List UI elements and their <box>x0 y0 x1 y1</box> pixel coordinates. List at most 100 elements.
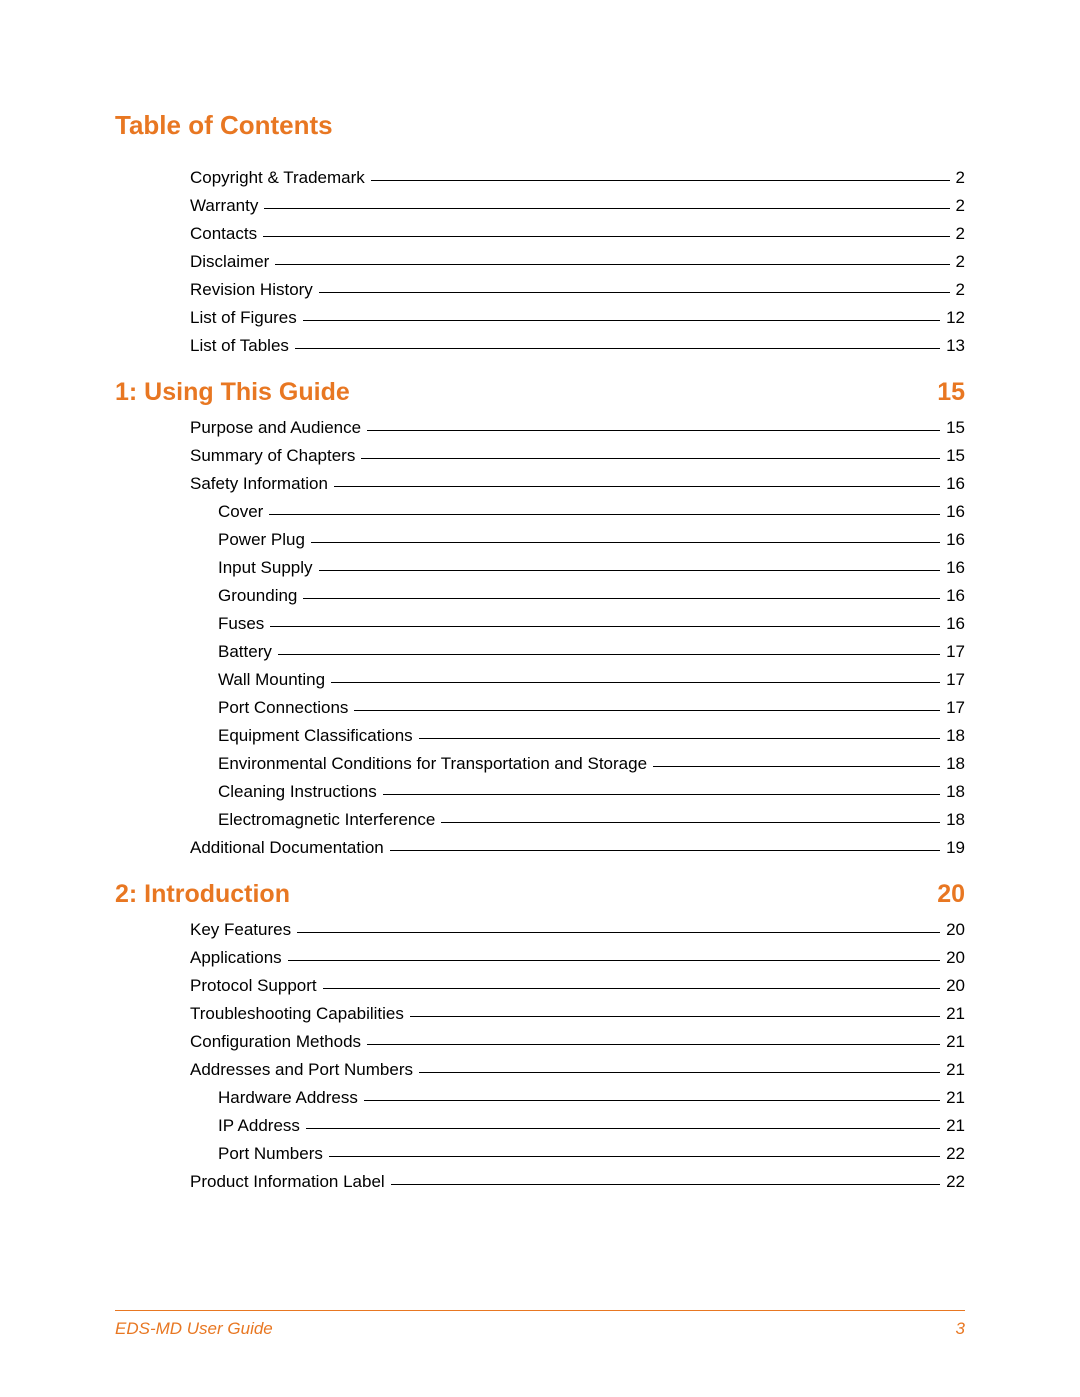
toc-entry-label: Summary of Chapters <box>190 447 359 464</box>
toc-entry-page: 16 <box>942 531 965 548</box>
toc-entry-label: List of Figures <box>190 309 301 326</box>
toc-leader-line <box>270 626 940 627</box>
toc-leader-line <box>419 738 940 739</box>
toc-leader-line <box>329 1156 940 1157</box>
toc-entry-label: Wall Mounting <box>218 671 329 688</box>
toc-entry-page: 20 <box>942 977 965 994</box>
toc-entry-label: Warranty <box>190 197 262 214</box>
toc-entry[interactable]: Wall Mounting 17 <box>190 671 965 688</box>
page-footer: EDS-MD User Guide 3 <box>115 1310 965 1339</box>
toc-leader-line <box>297 932 940 933</box>
toc-entry-label: Disclaimer <box>190 253 273 270</box>
toc-entry[interactable]: IP Address21 <box>190 1117 965 1134</box>
toc-entry-page: 17 <box>942 671 965 688</box>
toc-entry[interactable]: Environmental Conditions for Transportat… <box>190 755 965 772</box>
toc-leader-line <box>364 1100 940 1101</box>
toc-entry-page: 16 <box>942 475 965 492</box>
toc-leader-line <box>323 988 940 989</box>
toc-entry-label: Input Supply <box>218 559 317 576</box>
toc-entry-page: 21 <box>942 1005 965 1022</box>
toc-entry-label: Cover <box>218 503 267 520</box>
toc-entry[interactable]: Troubleshooting Capabilities 21 <box>190 1005 965 1022</box>
chapter-heading[interactable]: 2: Introduction 20 <box>115 880 965 909</box>
toc-entry-page: 18 <box>942 727 965 744</box>
toc-entry[interactable]: Cover 16 <box>190 503 965 520</box>
chapter-page: 15 <box>937 378 965 407</box>
toc-leader-line <box>371 180 950 181</box>
chapter-page: 20 <box>937 880 965 909</box>
toc-entry[interactable]: Contacts2 <box>190 225 965 242</box>
toc-entry-page: 20 <box>942 949 965 966</box>
chapter-heading[interactable]: 1: Using This Guide15 <box>115 378 965 407</box>
toc-entry[interactable]: Purpose and Audience15 <box>190 419 965 436</box>
toc-entry[interactable]: Configuration Methods21 <box>190 1033 965 1050</box>
toc-entry-page: 18 <box>942 811 965 828</box>
toc-entry-page: 22 <box>942 1173 965 1190</box>
toc-entry-label: Addresses and Port Numbers <box>190 1061 417 1078</box>
toc-entry[interactable]: Port Connections17 <box>190 699 965 716</box>
toc-entry[interactable]: List of Tables13 <box>190 337 965 354</box>
toc-entry-label: Additional Documentation <box>190 839 388 856</box>
toc-entry-page: 2 <box>952 197 965 214</box>
toc-entry-label: Revision History <box>190 281 317 298</box>
toc-entry-label: Configuration Methods <box>190 1033 365 1050</box>
toc-entry[interactable]: Warranty 2 <box>190 197 965 214</box>
toc-entry-page: 15 <box>942 419 965 436</box>
toc-entry[interactable]: Grounding16 <box>190 587 965 604</box>
toc-entry-label: Troubleshooting Capabilities <box>190 1005 408 1022</box>
toc-entry[interactable]: Equipment Classifications 18 <box>190 727 965 744</box>
toc-entry-label: Equipment Classifications <box>218 727 417 744</box>
toc-entry-label: Protocol Support <box>190 977 321 994</box>
toc-entry[interactable]: Cleaning Instructions18 <box>190 783 965 800</box>
toc-entry[interactable]: Battery 17 <box>190 643 965 660</box>
toc-entry[interactable]: Electromagnetic Interference18 <box>190 811 965 828</box>
toc-entry-page: 2 <box>952 169 965 186</box>
front-matter-section: Copyright & Trademark2 Warranty 2 Contacts2… <box>190 169 965 354</box>
toc-entry-label: Fuses <box>218 615 268 632</box>
toc-leader-line <box>295 348 940 349</box>
toc-entry[interactable]: Port Numbers22 <box>190 1145 965 1162</box>
toc-leader-line <box>319 292 950 293</box>
toc-leader-line <box>367 430 940 431</box>
toc-leader-line <box>419 1072 940 1073</box>
toc-entry-page: 16 <box>942 503 965 520</box>
toc-leader-line <box>361 458 940 459</box>
toc-entry[interactable]: Input Supply16 <box>190 559 965 576</box>
toc-entry[interactable]: Revision History2 <box>190 281 965 298</box>
toc-entry[interactable]: Power Plug16 <box>190 531 965 548</box>
toc-entry[interactable]: Addresses and Port Numbers21 <box>190 1061 965 1078</box>
toc-entry[interactable]: List of Figures12 <box>190 309 965 326</box>
toc-entry[interactable]: Product Information Label22 <box>190 1173 965 1190</box>
toc-entry[interactable]: Applications20 <box>190 949 965 966</box>
toc-entry[interactable]: Fuses 16 <box>190 615 965 632</box>
toc-entry-page: 16 <box>942 615 965 632</box>
toc-entry-page: 17 <box>942 643 965 660</box>
toc-leader-line <box>303 598 940 599</box>
toc-entry[interactable]: Copyright & Trademark2 <box>190 169 965 186</box>
toc-leader-line <box>278 654 940 655</box>
toc-entry[interactable]: Key Features20 <box>190 921 965 938</box>
toc-entry-page: 13 <box>942 337 965 354</box>
toc-entry[interactable]: Protocol Support 20 <box>190 977 965 994</box>
toc-leader-line <box>288 960 940 961</box>
toc-entry[interactable]: Additional Documentation19 <box>190 839 965 856</box>
chapter-title: 2: Introduction <box>115 880 290 909</box>
toc-leader-line <box>653 766 940 767</box>
toc-leader-line <box>441 822 940 823</box>
toc-entry[interactable]: Safety Information16 <box>190 475 965 492</box>
toc-entry-label: Battery <box>218 643 276 660</box>
toc-leader-line <box>383 794 940 795</box>
toc-entry-label: Cleaning Instructions <box>218 783 381 800</box>
toc-entry-page: 2 <box>952 253 965 270</box>
toc-leader-line <box>263 236 949 237</box>
document-page: Table of Contents Copyright & Trademark2… <box>0 0 1080 1397</box>
toc-entry-label: Grounding <box>218 587 301 604</box>
toc-entry[interactable]: Hardware Address21 <box>190 1089 965 1106</box>
toc-entry[interactable]: Summary of Chapters15 <box>190 447 965 464</box>
toc-leader-line <box>410 1016 940 1017</box>
toc-entry[interactable]: Disclaimer 2 <box>190 253 965 270</box>
toc-leader-line <box>331 682 940 683</box>
toc-leader-line <box>311 542 940 543</box>
chapters-container: 1: Using This Guide15 Purpose and Audienc… <box>115 378 965 1190</box>
toc-leader-line <box>275 264 949 265</box>
